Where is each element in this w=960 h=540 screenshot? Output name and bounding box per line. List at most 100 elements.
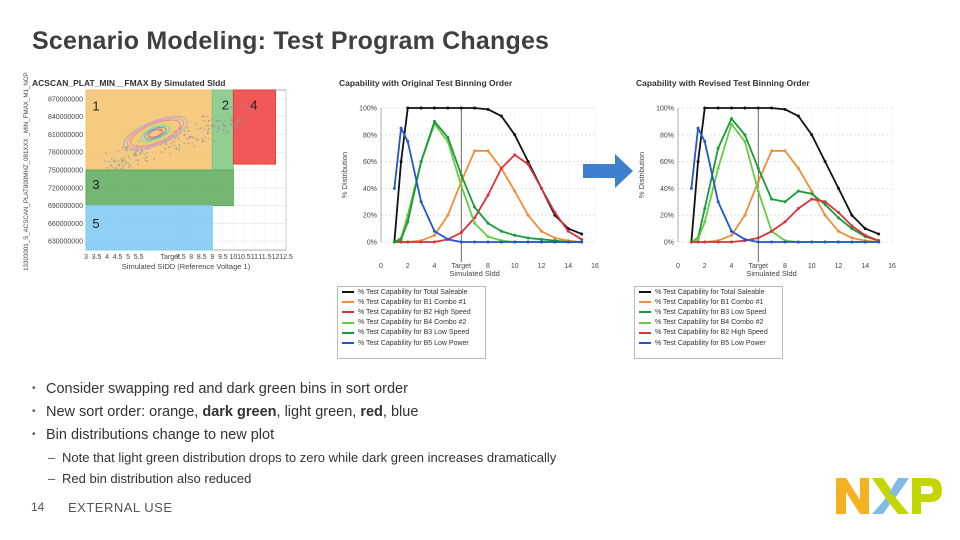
scatter-point [235,125,238,128]
legend-label: % Test Capability for B1 Combo #1 [358,298,467,306]
original-chart-title: Capability with Original Test Binning Or… [339,78,513,88]
data-point [499,240,503,244]
data-point [459,184,463,188]
data-point [473,205,477,209]
scatter-point [127,166,130,169]
data-point [743,237,747,241]
arrow-right-icon [583,154,633,188]
data-point [399,237,403,241]
scatter-point [214,125,217,128]
data-point [446,213,450,217]
data-point [756,180,760,184]
y-tick-label: 660000000 [48,221,83,228]
data-point [770,149,774,153]
y-tick-label: 870000000 [48,96,83,103]
scatter-point [216,130,219,133]
data-point [433,106,436,110]
scatter-point [186,126,189,129]
series-line-4 [691,198,879,243]
legend-swatch [342,291,354,294]
scatter-point [173,140,176,143]
scatter-point [210,125,213,128]
scatter-point [114,161,117,164]
scatter-point [134,152,137,155]
scatter-point [193,145,196,148]
x-tick-label: 16 [591,263,599,270]
scatter-point [110,164,113,167]
scatter-point [117,160,120,163]
data-point [810,133,814,137]
x-tick-label: 3 [84,254,88,261]
data-point [703,140,707,143]
data-point [553,236,557,240]
scatter-point [126,161,129,164]
scatter-point [173,144,176,147]
data-point [756,106,760,110]
data-point [473,221,477,225]
data-point [863,227,867,231]
scatter-point [104,160,107,163]
data-point [566,240,570,244]
scatter-point [143,156,146,159]
scatter-point [196,138,199,141]
bullet-3-text: Bin distributions change to new plot [46,427,275,443]
legend-label: % Test Capability for B3 Low Speed [655,308,767,316]
bullet-2: • New sort order: orange, dark green, lig… [32,404,419,420]
original-capability-chart: 100% 80% 60% 40% 20% 0% 0 2 4 Target 8 10 12 14 16 Simu… [340,106,599,279]
data-point [796,166,800,170]
x-axis-label: Simulated Sldd [746,269,796,278]
bin-zone-1 [85,89,213,171]
data-point [703,207,707,210]
scatter-point [201,139,204,142]
scatter-point [116,163,119,166]
data-point [486,149,490,153]
x-tick-label: 8 [189,254,193,261]
data-point [730,240,733,244]
data-point [473,240,477,244]
data-point [783,107,787,111]
data-point [810,197,814,201]
scatter-point [240,117,243,120]
data-point [392,240,396,244]
data-point [783,240,787,244]
scatter-point [134,154,137,157]
data-point [770,197,774,201]
data-point [580,237,584,241]
scatter-point [229,123,232,126]
data-point [459,173,463,177]
data-point [770,229,774,233]
y-tick-label: 20% [363,213,377,220]
data-point [823,240,827,244]
scatter-point [204,136,207,139]
scatter-point [134,150,137,153]
scatter-point [145,155,148,158]
y-tick-label: 60% [363,159,377,166]
x-tick-label: 2 [703,263,707,270]
data-point [406,240,410,244]
scatter-point [228,106,231,109]
legend-item: % Test Capability for B4 Combo #2 [338,318,485,328]
data-point [419,200,423,204]
density-contour [123,115,188,151]
original-chart-panel: Capability with Original Test Binning Or… [337,76,599,281]
legend-item: % Test Capability for B1 Combo #1 [635,297,782,307]
data-point [696,126,700,130]
scatter-point [108,160,111,163]
scatter-point [238,118,241,121]
legend-swatch [342,311,354,314]
data-point [499,114,503,118]
data-point [783,149,787,153]
data-point [513,189,517,193]
scatter-point [219,119,222,122]
x-tick-label: 10 [229,254,237,261]
series-line-5 [690,127,879,243]
data-point [689,186,693,190]
data-point [473,149,477,153]
data-point [526,213,530,217]
data-point [756,189,760,193]
density-contour [137,123,174,144]
data-point [823,160,827,164]
scatter-point [117,168,120,171]
scatter-point [221,123,224,126]
data-point [540,229,543,233]
